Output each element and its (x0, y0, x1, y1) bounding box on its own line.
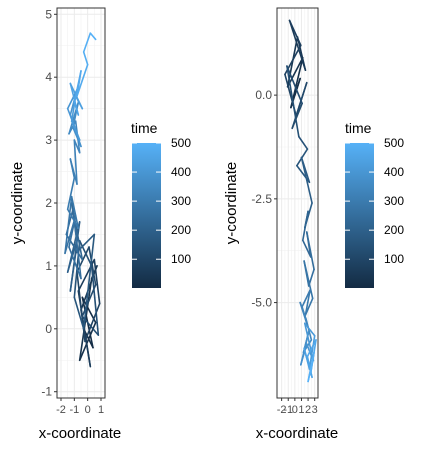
y-tick-label: 0.0 (255, 88, 272, 102)
x-tick-label: 1 (298, 404, 304, 416)
y-tick-label: 1 (45, 259, 52, 273)
panel-2-legend: time 100 200 300 400 500 (345, 120, 404, 288)
colorbar-label: 100 (171, 252, 191, 266)
colorbar-label: 300 (384, 194, 404, 208)
y-tick-label: 5 (45, 7, 52, 21)
x-tick-label: -2 (56, 404, 66, 416)
x-tick-label: -1 (69, 404, 79, 416)
colorbar-label: 300 (171, 194, 191, 208)
y-tick-label: 2 (45, 196, 52, 210)
panel-1-y-axis: -1 0 1 2 3 4 5 (41, 7, 57, 398)
y-tick-label: 0 (45, 322, 52, 336)
panel-1-legend-title: time (131, 120, 158, 136)
colorbar-label: 200 (384, 223, 404, 237)
panel-2-y-axis-title: y-coordinate (223, 162, 240, 245)
panel-2-y-axis: -5.0 -2.5 0.0 (251, 88, 277, 309)
panel-1-y-axis-title: y-coordinate (9, 162, 26, 245)
y-tick-label: -5.0 (251, 296, 272, 310)
panel-1-legend: time 100 200 300 400 500 (131, 120, 191, 288)
x-tick-label: 0 (85, 404, 91, 416)
colorbar-label: 100 (384, 252, 404, 266)
colorbar-label: 400 (384, 165, 404, 179)
x-tick-label: 3 (312, 404, 318, 416)
plot-2: -5.0 -2.5 0.0 -2-10 1 2 3 x-coordinate y-coor… (223, 8, 404, 442)
x-tick-label: 1 (98, 404, 104, 416)
y-tick-label: 3 (45, 133, 52, 147)
panel-2-x-axis: -2-10 1 2 3 (277, 398, 318, 416)
panel-1-colorbar (132, 143, 161, 288)
panel-1-x-axis-title: x-coordinate (39, 425, 122, 442)
panel-2-x-axis-title: x-coordinate (256, 425, 339, 442)
panel-2-colorbar (345, 143, 374, 288)
colorbar-label: 500 (171, 136, 191, 150)
colorbar-label: 400 (171, 165, 191, 179)
y-tick-label: 4 (45, 70, 52, 84)
y-tick-label: -2.5 (251, 192, 272, 206)
colorbar-label: 200 (171, 223, 191, 237)
x-tick-label: 0 (292, 404, 298, 416)
colorbar-label: 500 (384, 136, 404, 150)
panel-2-legend-title: time (345, 120, 372, 136)
panel-1-x-axis: -2 -1 0 1 (56, 398, 104, 416)
x-tick-label: 2 (305, 404, 311, 416)
y-tick-label: -1 (41, 385, 52, 399)
